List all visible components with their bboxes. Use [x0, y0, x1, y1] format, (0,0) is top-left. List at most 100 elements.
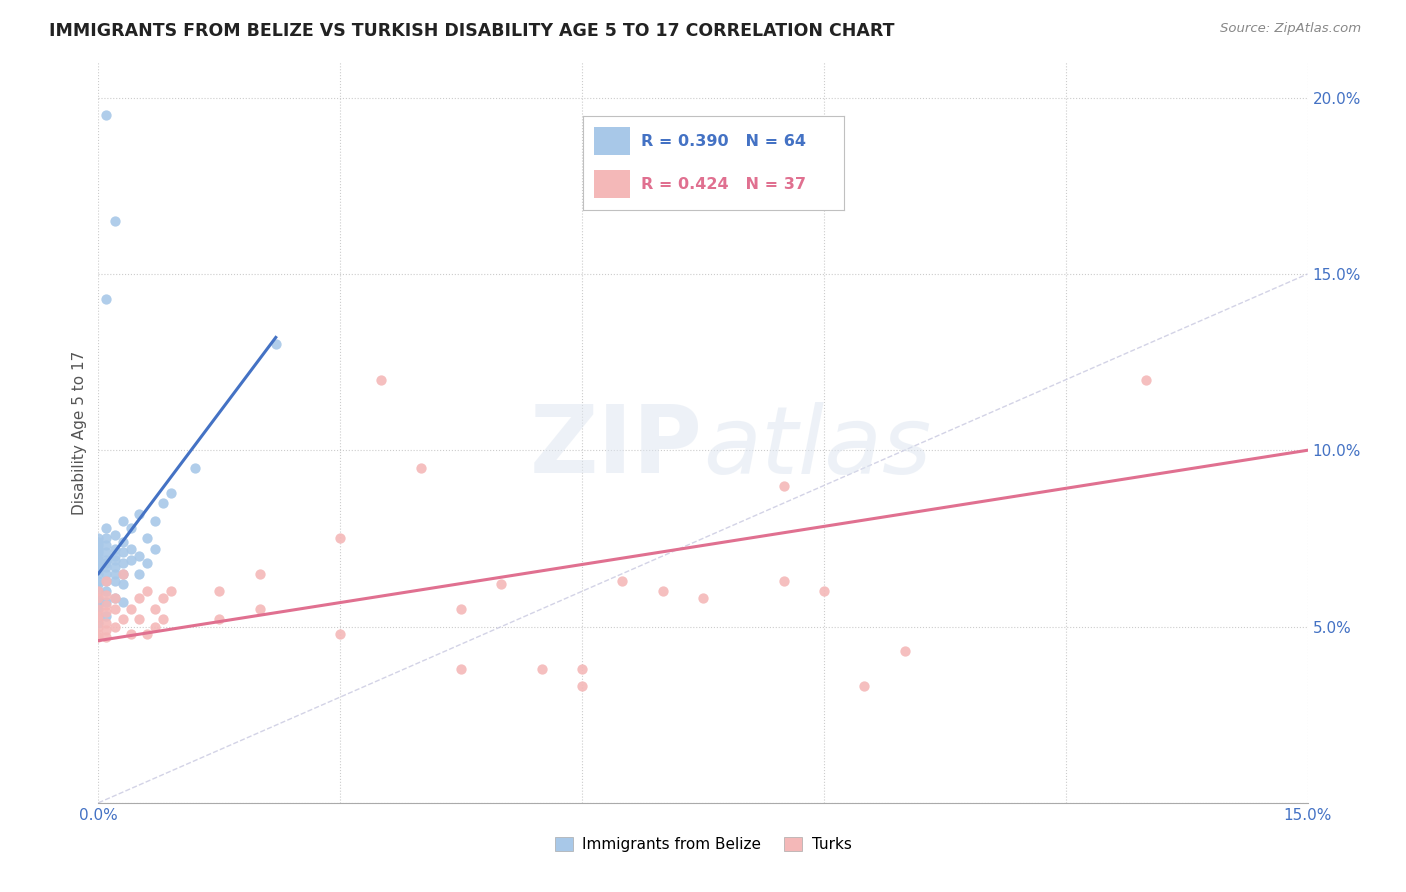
Text: IMMIGRANTS FROM BELIZE VS TURKISH DISABILITY AGE 5 TO 17 CORRELATION CHART: IMMIGRANTS FROM BELIZE VS TURKISH DISABI…	[49, 22, 894, 40]
Point	[103, 552, 125, 566]
Point	[450, 602, 472, 616]
Point	[103, 591, 125, 606]
Point	[87, 591, 110, 606]
Point	[87, 584, 110, 599]
Point	[96, 609, 118, 624]
Point	[87, 545, 110, 559]
Point	[96, 606, 118, 620]
Point	[96, 292, 118, 306]
Point	[135, 532, 157, 546]
Point	[571, 662, 593, 676]
Point	[96, 556, 118, 570]
Bar	[593, 170, 630, 198]
Point	[103, 574, 125, 588]
Text: atlas: atlas	[703, 402, 931, 493]
Point	[96, 599, 118, 613]
Point	[128, 549, 150, 563]
Point	[450, 662, 472, 676]
Text: R = 0.390   N = 64: R = 0.390 N = 64	[641, 134, 806, 149]
Point	[111, 37, 134, 52]
Point	[87, 559, 110, 574]
Point	[491, 577, 513, 591]
Point	[96, 559, 118, 574]
Point	[96, 574, 118, 588]
Point	[87, 538, 110, 552]
Point	[103, 549, 125, 563]
Point	[111, 566, 134, 581]
Point	[249, 602, 271, 616]
Point	[111, 514, 134, 528]
Point	[111, 535, 134, 549]
Point	[103, 559, 125, 574]
Point	[87, 535, 110, 549]
Point	[87, 602, 110, 616]
Point	[571, 680, 593, 694]
Point	[143, 541, 166, 556]
Point	[96, 538, 118, 552]
Point	[612, 574, 634, 588]
Point	[111, 545, 134, 559]
Point	[87, 552, 110, 566]
Point	[1135, 373, 1157, 387]
Point	[87, 602, 110, 616]
Point	[135, 626, 157, 640]
Point	[87, 612, 110, 626]
Point	[111, 577, 134, 591]
Point	[692, 591, 714, 606]
Point	[96, 595, 118, 609]
Point	[87, 619, 110, 633]
Point	[96, 532, 118, 546]
Point	[143, 619, 166, 633]
Point	[111, 612, 134, 626]
Point	[370, 373, 392, 387]
Point	[103, 541, 125, 556]
Point	[120, 541, 142, 556]
Point	[128, 612, 150, 626]
Point	[87, 599, 110, 613]
Point	[184, 461, 207, 475]
Point	[893, 644, 915, 658]
Point	[87, 563, 110, 577]
Point	[530, 662, 553, 676]
Point	[96, 552, 118, 566]
Point	[103, 619, 125, 633]
Point	[853, 680, 876, 694]
Point	[96, 630, 118, 644]
Point	[87, 577, 110, 591]
Point	[87, 626, 110, 640]
Point	[96, 588, 118, 602]
Point	[651, 584, 673, 599]
Point	[772, 574, 794, 588]
Point	[111, 556, 134, 570]
Text: ZIP: ZIP	[530, 401, 703, 493]
Point	[87, 549, 110, 563]
Point	[120, 521, 142, 535]
Point	[120, 552, 142, 566]
Bar	[593, 128, 630, 155]
Point	[103, 214, 125, 228]
Point	[409, 461, 432, 475]
Text: R = 0.424   N = 37: R = 0.424 N = 37	[641, 177, 806, 192]
Point	[813, 584, 835, 599]
Point	[87, 566, 110, 581]
Point	[96, 566, 118, 581]
Point	[152, 496, 174, 510]
Y-axis label: Disability Age 5 to 17: Disability Age 5 to 17	[72, 351, 87, 515]
Point	[152, 591, 174, 606]
Point	[772, 478, 794, 492]
Point	[87, 574, 110, 588]
Point	[96, 574, 118, 588]
Point	[96, 108, 118, 122]
Point	[135, 556, 157, 570]
Legend: Immigrants from Belize, Turks: Immigrants from Belize, Turks	[548, 830, 858, 858]
Point	[96, 615, 118, 630]
Point	[208, 584, 231, 599]
Text: Source: ZipAtlas.com: Source: ZipAtlas.com	[1220, 22, 1361, 36]
Point	[96, 623, 118, 637]
Point	[103, 602, 125, 616]
Point	[111, 566, 134, 581]
Point	[103, 591, 125, 606]
Point	[87, 532, 110, 546]
Point	[249, 566, 271, 581]
Point	[96, 545, 118, 559]
